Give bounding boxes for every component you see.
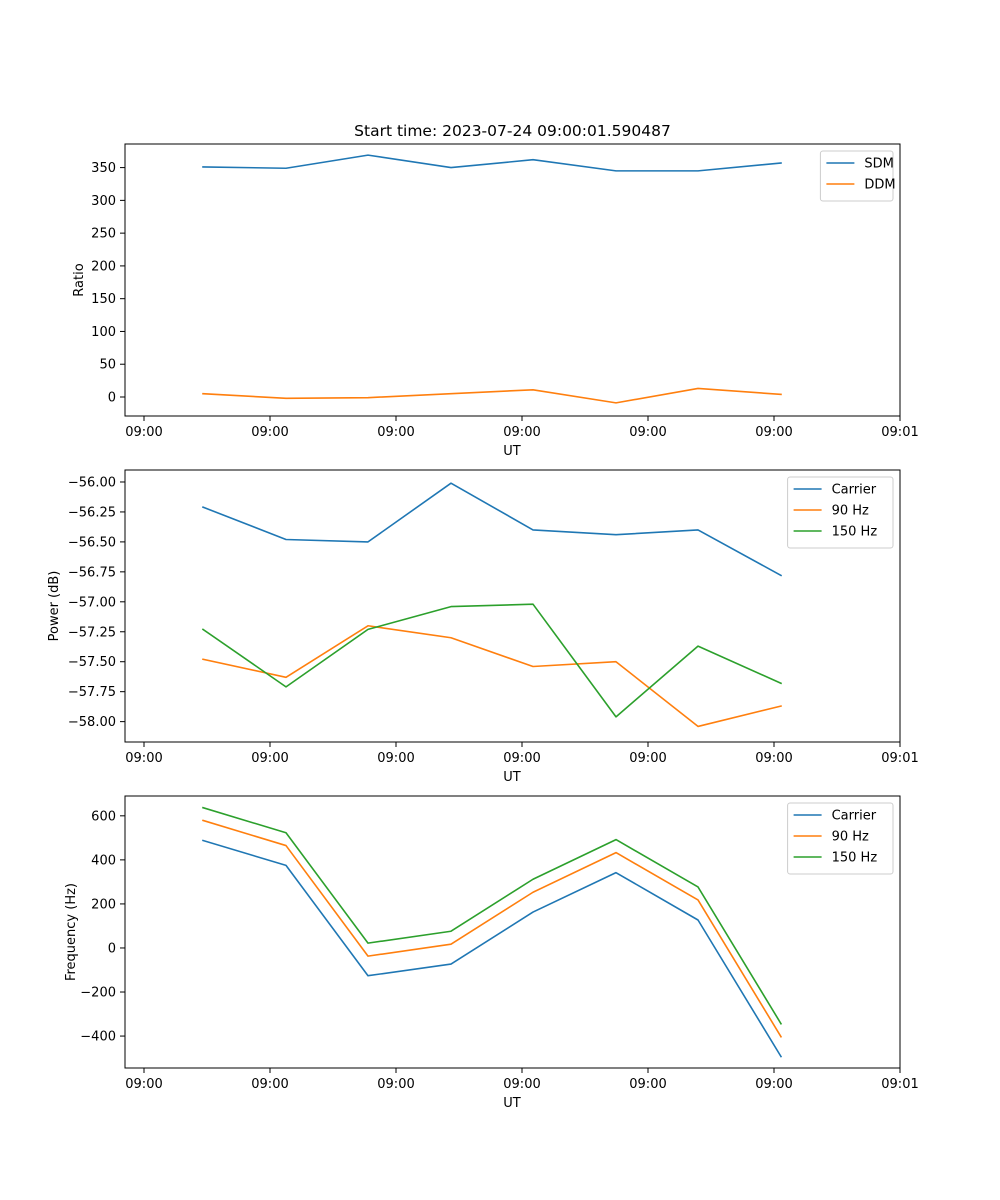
- legend-label: 90 Hz: [832, 504, 869, 519]
- x-tick-label: 09:00: [629, 751, 666, 766]
- y-tick-label: −57.25: [68, 625, 116, 640]
- y-tick-label: −400: [80, 1030, 116, 1045]
- x-tick-label: 09:00: [755, 1077, 792, 1092]
- x-axis-label: UT: [503, 1096, 521, 1111]
- y-tick-label: −56.25: [68, 505, 116, 520]
- x-tick-label: 09:00: [125, 751, 162, 766]
- x-tick-label: 09:00: [251, 1077, 288, 1092]
- x-tick-label: 09:00: [377, 425, 414, 440]
- legend: Carrier 90 Hz 150 Hz: [787, 476, 894, 549]
- y-tick-label: −58.00: [68, 715, 116, 730]
- series-line-90-hz: [202, 819, 783, 1038]
- figure-title: Start time: 2023-07-24 09:00:01.590487: [354, 122, 671, 140]
- y-tick-label: −57.75: [68, 685, 116, 700]
- x-tick-label: 09:00: [377, 1077, 414, 1092]
- y-tick-label: 250: [91, 227, 116, 242]
- legend-label: 150 Hz: [832, 525, 878, 540]
- x-tick-label: 09:01: [881, 751, 918, 766]
- x-tick-label: 09:00: [503, 1077, 540, 1092]
- y-tick-label: 300: [91, 194, 116, 209]
- chart-panel-1: 09:00 09:00 09:00 09:00 09:00 09:00 09:01 0 50 10…: [72, 143, 919, 459]
- y-tick-label: −57.50: [68, 655, 116, 670]
- y-tick-label: 50: [99, 358, 116, 373]
- series-line-carrier: [201, 482, 783, 577]
- y-tick-label: 600: [91, 809, 116, 824]
- series-line-150-hz: [202, 806, 783, 1025]
- plot-frame: [124, 143, 901, 417]
- y-tick-label: 200: [91, 259, 116, 274]
- series-line-sdm: [202, 154, 782, 172]
- y-tick-label: −56.50: [68, 535, 116, 550]
- x-tick-label: 09:00: [629, 425, 666, 440]
- y-tick-label: −200: [80, 986, 116, 1001]
- y-tick-label: −57.00: [68, 595, 116, 610]
- x-tick-label: 09:00: [503, 751, 540, 766]
- x-tick-label: 09:00: [125, 1077, 162, 1092]
- y-axis-label: Ratio: [72, 263, 87, 296]
- chart-panel-2: 09:00 09:00 09:00 09:00 09:00 09:00 09:01 −58.0…: [47, 469, 919, 785]
- legend-label: SDM: [864, 157, 893, 172]
- y-tick-label: 400: [91, 853, 116, 868]
- legend: Carrier 90 Hz 150 Hz: [787, 802, 894, 875]
- y-tick-label: −56.00: [68, 475, 116, 490]
- x-tick-label: 09:00: [377, 751, 414, 766]
- plot-frame: [124, 795, 901, 1069]
- x-axis-label: UT: [503, 770, 521, 785]
- legend-label: 90 Hz: [832, 830, 869, 845]
- x-tick-label: 09:00: [251, 751, 288, 766]
- series-line-carrier: [202, 839, 783, 1058]
- x-tick-label: 09:00: [503, 425, 540, 440]
- series-line-ddm: [202, 387, 782, 404]
- legend-label: Carrier: [832, 809, 877, 824]
- x-tick-label: 09:00: [125, 425, 162, 440]
- legend: SDM DDM: [819, 150, 896, 202]
- y-axis-label: Frequency (Hz): [64, 883, 79, 981]
- x-tick-label: 09:00: [629, 1077, 666, 1092]
- series-line-90-hz: [202, 624, 782, 728]
- legend-label: 150 Hz: [832, 851, 878, 866]
- y-tick-label: 100: [91, 325, 116, 340]
- y-tick-label: 0: [108, 941, 116, 956]
- x-tick-label: 09:01: [881, 425, 918, 440]
- y-tick-label: 200: [91, 897, 116, 912]
- y-tick-label: 150: [91, 292, 116, 307]
- x-tick-label: 09:00: [755, 425, 792, 440]
- x-axis-label: UT: [503, 444, 521, 459]
- x-tick-label: 09:00: [251, 425, 288, 440]
- x-tick-label: 09:00: [755, 751, 792, 766]
- y-tick-label: 0: [108, 390, 116, 405]
- chart-panel-3: 09:00 09:00 09:00 09:00 09:00 09:00 09:01 −400 −…: [64, 795, 919, 1111]
- y-tick-label: 350: [91, 161, 116, 176]
- y-tick-label: −56.75: [68, 565, 116, 580]
- legend-label: DDM: [864, 178, 895, 193]
- series-line-150-hz: [201, 603, 783, 718]
- y-axis-label: Power (dB): [47, 571, 62, 642]
- plot-frame: [124, 469, 901, 743]
- x-tick-label: 09:01: [881, 1077, 918, 1092]
- legend-label: Carrier: [832, 483, 877, 498]
